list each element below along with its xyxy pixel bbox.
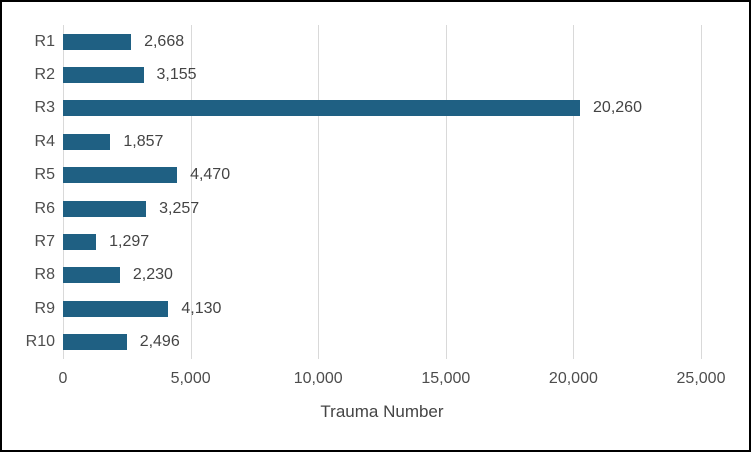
- bar: [63, 33, 132, 50]
- bar-row: R4 1,857: [35, 125, 701, 158]
- category-label: R10: [25, 333, 55, 351]
- bar: [63, 334, 127, 351]
- bar-row: R5 4,470: [35, 159, 701, 192]
- gridline: [445, 25, 447, 359]
- gridline: [318, 25, 320, 359]
- bar: [63, 300, 169, 317]
- category-label: R8: [34, 266, 55, 284]
- bar: [63, 100, 581, 117]
- category-label: R7: [34, 233, 55, 251]
- bar: [63, 167, 178, 184]
- category-label: R3: [34, 99, 55, 117]
- plot-area: R1 2,668 R2 3,155 R3 20,260 R4 1,857 R5 4,470 R6 3,…: [26, 25, 702, 359]
- bar: [63, 234, 97, 251]
- value-label: 3,257: [159, 199, 200, 217]
- category-label: R6: [34, 199, 55, 217]
- x-tick-label: 15,000: [421, 370, 471, 387]
- category-label: R1: [34, 32, 55, 50]
- bar-row: R8 2,230: [35, 259, 701, 292]
- category-label: R5: [34, 166, 55, 184]
- value-label: 2,230: [132, 266, 173, 284]
- bar-row: R10 2,496: [26, 326, 701, 359]
- x-tick-label: 25,000: [676, 370, 726, 387]
- value-label: 20,260: [593, 99, 642, 117]
- x-axis-title: Trauma Number: [320, 402, 444, 421]
- x-axis-tick-labels: 0 5,000 10,000 15,000 20,000 25,000: [59, 370, 726, 390]
- value-label: 4,130: [181, 299, 222, 317]
- x-tick-label: 20,000: [548, 370, 598, 387]
- bar-row: R6 3,257: [35, 192, 701, 225]
- bar: [63, 267, 120, 284]
- x-tick-label: 10,000: [293, 370, 343, 387]
- bar-row: R7 1,297: [35, 225, 701, 258]
- value-label: 4,470: [190, 166, 231, 184]
- value-label: 3,155: [156, 66, 197, 84]
- category-label: R4: [34, 132, 55, 150]
- value-label: 2,668: [144, 32, 185, 50]
- x-tick-label: 5,000: [170, 370, 211, 387]
- bar-row: R3 20,260: [35, 92, 701, 125]
- gridline: [573, 25, 575, 359]
- bar-row: R9 4,130: [35, 292, 701, 325]
- bar: [63, 133, 111, 150]
- x-tick-label: 0: [58, 370, 68, 387]
- bar: [63, 200, 147, 217]
- gridline: [701, 25, 702, 359]
- bar: [63, 67, 144, 84]
- gridline: [190, 25, 192, 359]
- bar-row: R1 2,668: [35, 25, 701, 58]
- bar-row: R2 3,155: [35, 58, 701, 91]
- value-label: 1,297: [109, 233, 150, 251]
- value-label: 2,496: [139, 333, 180, 351]
- category-label: R2: [34, 66, 55, 84]
- category-label: R9: [34, 299, 55, 317]
- gridline: [63, 25, 64, 359]
- value-label: 1,857: [123, 132, 164, 150]
